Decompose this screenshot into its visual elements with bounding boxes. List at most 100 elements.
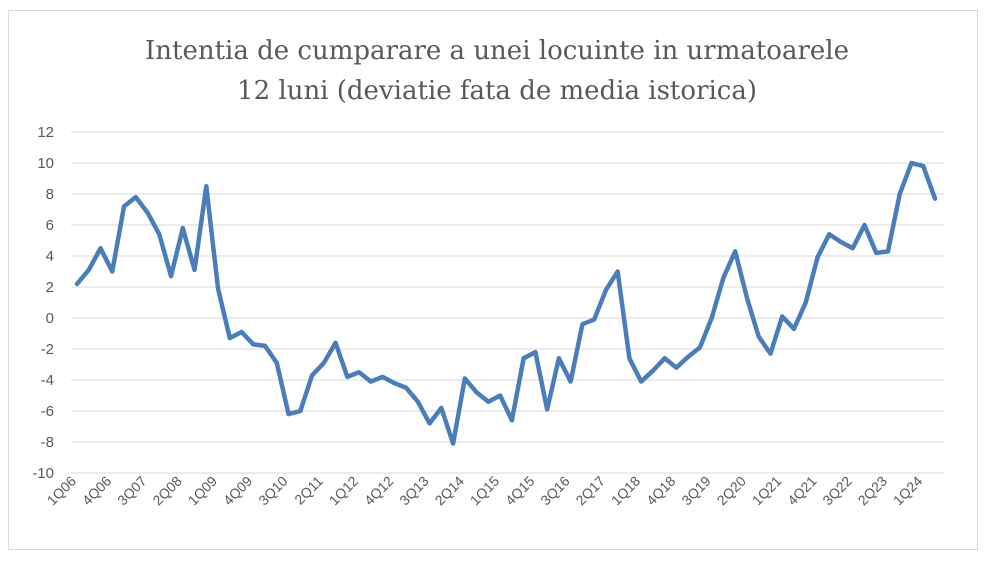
x-tick-label: 2Q08 <box>149 473 185 509</box>
data-point <box>850 246 855 251</box>
data-point <box>650 368 655 373</box>
data-point <box>509 418 514 423</box>
x-tick-label: 4Q15 <box>502 473 538 509</box>
data-point <box>474 390 479 395</box>
chart-title-line-2: 12 luni (deviatie fata de media istorica… <box>237 76 757 106</box>
data-point <box>133 195 138 200</box>
x-tick-label: 1Q18 <box>608 473 644 509</box>
y-tick-label: 10 <box>37 155 54 172</box>
data-point <box>251 342 256 347</box>
data-point <box>580 322 585 327</box>
data-point <box>498 393 503 398</box>
data-point <box>310 373 315 378</box>
y-tick-label: -4 <box>41 372 54 389</box>
data-point <box>357 370 362 375</box>
chart-title-line-1: Intentia de cumparare a unei locuinte in… <box>145 36 849 66</box>
x-tick-label: 2Q17 <box>572 473 608 509</box>
x-tick-label: 2Q23 <box>855 473 891 509</box>
data-point <box>686 354 691 359</box>
data-point <box>180 226 185 231</box>
data-point <box>615 269 620 274</box>
y-axis-tick-labels: 12 10 8 6 4 2 0 -2 -4 -6 -8 -10 <box>32 124 54 482</box>
y-tick-label: 0 <box>46 310 54 327</box>
x-tick-label: 4Q18 <box>643 473 679 509</box>
data-point <box>921 164 926 169</box>
x-tick-label: 3Q07 <box>114 473 150 509</box>
data-point <box>227 336 232 341</box>
data-point <box>110 269 115 274</box>
y-tick-label: 12 <box>37 124 54 141</box>
x-tick-label: 4Q21 <box>784 473 820 509</box>
data-point <box>533 350 538 355</box>
data-point <box>897 192 902 196</box>
y-tick-label: -2 <box>41 341 54 358</box>
x-tick-label: 1Q12 <box>326 473 362 509</box>
data-point <box>415 399 420 404</box>
data-point <box>827 232 832 237</box>
data-point <box>98 246 103 251</box>
data-point <box>815 255 820 260</box>
y-tick-label: 8 <box>46 186 54 203</box>
data-point <box>345 374 350 379</box>
y-tick-label: -6 <box>41 403 54 420</box>
data-point <box>286 412 291 417</box>
x-tick-label: 3Q19 <box>678 473 714 509</box>
data-point <box>791 326 796 331</box>
data-point <box>662 356 667 361</box>
data-point <box>874 250 879 255</box>
data-point <box>263 343 268 348</box>
series-group <box>74 160 938 446</box>
y-tick-label: -8 <box>41 434 54 451</box>
data-point <box>838 240 843 245</box>
data-point <box>451 441 456 446</box>
data-point <box>321 360 326 365</box>
data-point <box>733 249 738 254</box>
data-point <box>380 374 385 379</box>
x-tick-label: 3Q10 <box>255 473 291 509</box>
data-point <box>333 340 338 345</box>
data-point <box>933 196 937 201</box>
data-point <box>709 316 714 320</box>
x-tick-label: 3Q22 <box>819 473 855 509</box>
data-point <box>592 317 597 322</box>
x-tick-label: 4Q09 <box>220 473 256 509</box>
series-line <box>74 160 938 446</box>
x-tick-label: 1Q15 <box>467 473 503 509</box>
data-point <box>216 286 221 291</box>
data-point <box>521 356 526 361</box>
data-point <box>192 267 197 272</box>
y-tick-label: 6 <box>46 217 54 234</box>
chart-frame <box>8 10 978 550</box>
data-point <box>75 281 79 286</box>
data-point <box>862 223 867 227</box>
data-point <box>568 379 573 384</box>
x-axis-tick-labels: 1Q06 4Q06 3Q07 2Q08 1Q09 4Q09 3Q10 2Q11 1Q12 4Q12… <box>44 473 926 509</box>
data-point <box>545 407 550 412</box>
data-point <box>909 161 914 165</box>
data-point <box>427 421 432 426</box>
data-point <box>486 399 491 404</box>
data-point <box>756 334 761 339</box>
x-tick-label: 2Q14 <box>431 473 467 509</box>
data-point <box>780 314 785 319</box>
data-point <box>368 379 373 384</box>
x-tick-label: 4Q06 <box>79 473 115 509</box>
x-tick-label: 1Q09 <box>185 473 221 509</box>
x-tick-label: 2Q11 <box>291 473 326 508</box>
data-point <box>439 405 444 410</box>
data-point <box>768 351 773 356</box>
x-tick-label: 3Q16 <box>537 473 573 509</box>
data-point <box>556 356 561 361</box>
y-tick-label: 4 <box>46 248 54 265</box>
data-point <box>603 288 608 293</box>
data-point <box>145 210 150 215</box>
data-point <box>627 356 632 361</box>
gridlines <box>71 131 944 474</box>
x-tick-label: 3Q13 <box>396 473 432 509</box>
data-point <box>885 249 890 254</box>
data-point <box>204 184 209 189</box>
x-tick-label: 4Q12 <box>361 473 397 509</box>
data-point <box>298 409 303 413</box>
data-point <box>157 232 162 237</box>
